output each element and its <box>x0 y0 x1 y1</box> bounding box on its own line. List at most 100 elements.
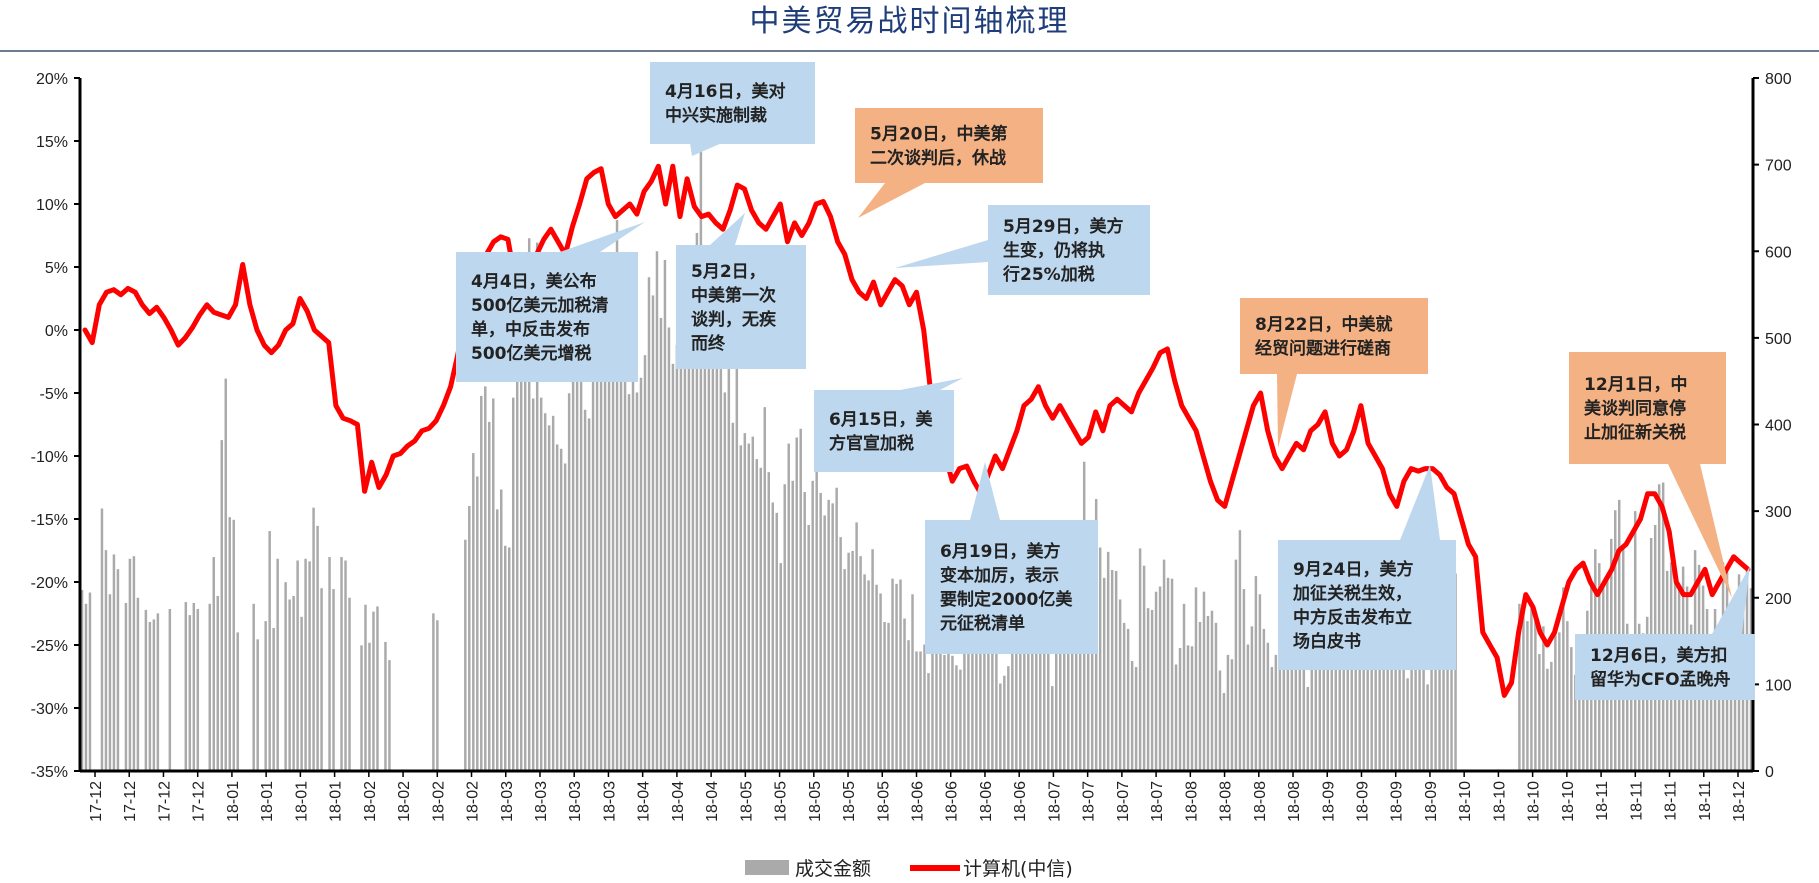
bar <box>132 556 136 771</box>
left-tick-label: 15% <box>36 134 68 151</box>
bar <box>955 665 958 771</box>
bar <box>1274 654 1278 771</box>
bar <box>935 639 938 771</box>
bar <box>1733 634 1737 771</box>
bar <box>1542 626 1545 771</box>
bar <box>519 363 523 771</box>
bar <box>827 499 830 771</box>
bar <box>1250 626 1254 771</box>
bar <box>971 587 974 771</box>
callout-pointer <box>900 378 963 390</box>
bar <box>567 393 571 771</box>
callout-text: 500亿美元加税清 <box>471 295 609 316</box>
callout-text: 中美第一次 <box>691 285 776 306</box>
bar <box>1246 644 1250 771</box>
callout-pointer <box>1277 374 1297 448</box>
bar <box>1047 627 1050 771</box>
bar <box>1150 609 1154 771</box>
bar <box>1562 587 1565 771</box>
bar <box>715 337 719 772</box>
bar <box>523 268 527 771</box>
bar <box>667 327 671 771</box>
callout-text: 经贸问题进行磋商 <box>1255 338 1391 359</box>
bar <box>847 552 850 771</box>
annotations: 4月16日，美对中兴实施制裁5月20日，中美第二次谈判后，休战5月29日，美方生… <box>456 62 1755 700</box>
bar <box>1346 580 1349 771</box>
bar <box>1406 678 1409 771</box>
bar <box>1270 667 1274 771</box>
bar <box>803 492 806 771</box>
bar <box>168 609 172 771</box>
bar <box>1641 633 1645 771</box>
bar <box>1214 622 1218 771</box>
callout-box <box>855 108 1043 183</box>
callout-text: 美谈判同意停 <box>1584 398 1686 419</box>
bar <box>1334 655 1337 771</box>
bar <box>1015 615 1018 771</box>
bar <box>144 609 148 771</box>
bar <box>208 603 212 771</box>
bar <box>703 301 707 771</box>
callout-box <box>650 62 815 144</box>
bar <box>196 609 200 771</box>
bar <box>188 615 192 771</box>
callout-pointer <box>560 222 645 252</box>
bar <box>763 407 767 771</box>
bar <box>943 654 946 771</box>
bar <box>224 378 227 771</box>
bar <box>1330 602 1333 771</box>
bar <box>1430 606 1433 771</box>
bar <box>807 524 810 771</box>
bar <box>991 602 994 771</box>
x-tick-label: 18-05 <box>773 781 790 822</box>
bar <box>1174 664 1178 771</box>
bar <box>88 592 92 771</box>
bar <box>1629 643 1633 771</box>
x-tick-label: 18-06 <box>1012 781 1029 822</box>
bar <box>1210 610 1214 771</box>
bar <box>432 613 435 771</box>
left-tick-label: -30% <box>31 701 68 718</box>
x-tick-label: 18-05 <box>807 781 824 822</box>
bar <box>1186 645 1190 771</box>
bar <box>783 484 786 771</box>
left-tick-label: -10% <box>31 449 68 466</box>
bar <box>1242 589 1246 771</box>
bar <box>1202 591 1206 771</box>
callout-pointer <box>710 213 745 245</box>
left-tick-label: -15% <box>31 512 68 529</box>
bar <box>368 642 371 771</box>
callout-text: 9月24日，美方 <box>1293 559 1414 580</box>
bar <box>739 445 743 771</box>
x-tick-label: 17-12 <box>191 781 208 822</box>
bar <box>1198 622 1202 771</box>
bar <box>879 593 882 771</box>
bar <box>1039 545 1042 771</box>
bar <box>500 489 503 771</box>
bar <box>659 317 663 771</box>
bar <box>1338 655 1341 771</box>
bar <box>871 549 874 771</box>
bar <box>1011 614 1014 771</box>
bar <box>995 634 998 771</box>
bar <box>1110 570 1114 771</box>
bar <box>1266 642 1270 771</box>
bar <box>484 386 487 771</box>
bar <box>136 597 140 771</box>
callout-pointer <box>690 143 722 156</box>
bar <box>835 487 838 771</box>
bar <box>124 602 128 771</box>
callout-box <box>676 245 806 369</box>
x-tick-label: 18-08 <box>1183 781 1200 822</box>
bar <box>759 467 763 771</box>
bar <box>320 588 323 771</box>
x-tick-label: 18-01 <box>225 781 242 822</box>
x-tick-label: 18-05 <box>738 781 755 822</box>
bar <box>1059 587 1062 771</box>
bar <box>979 583 982 771</box>
bar <box>675 344 679 771</box>
title-divider <box>0 50 1819 52</box>
callout-text: 元征税清单 <box>940 613 1025 634</box>
